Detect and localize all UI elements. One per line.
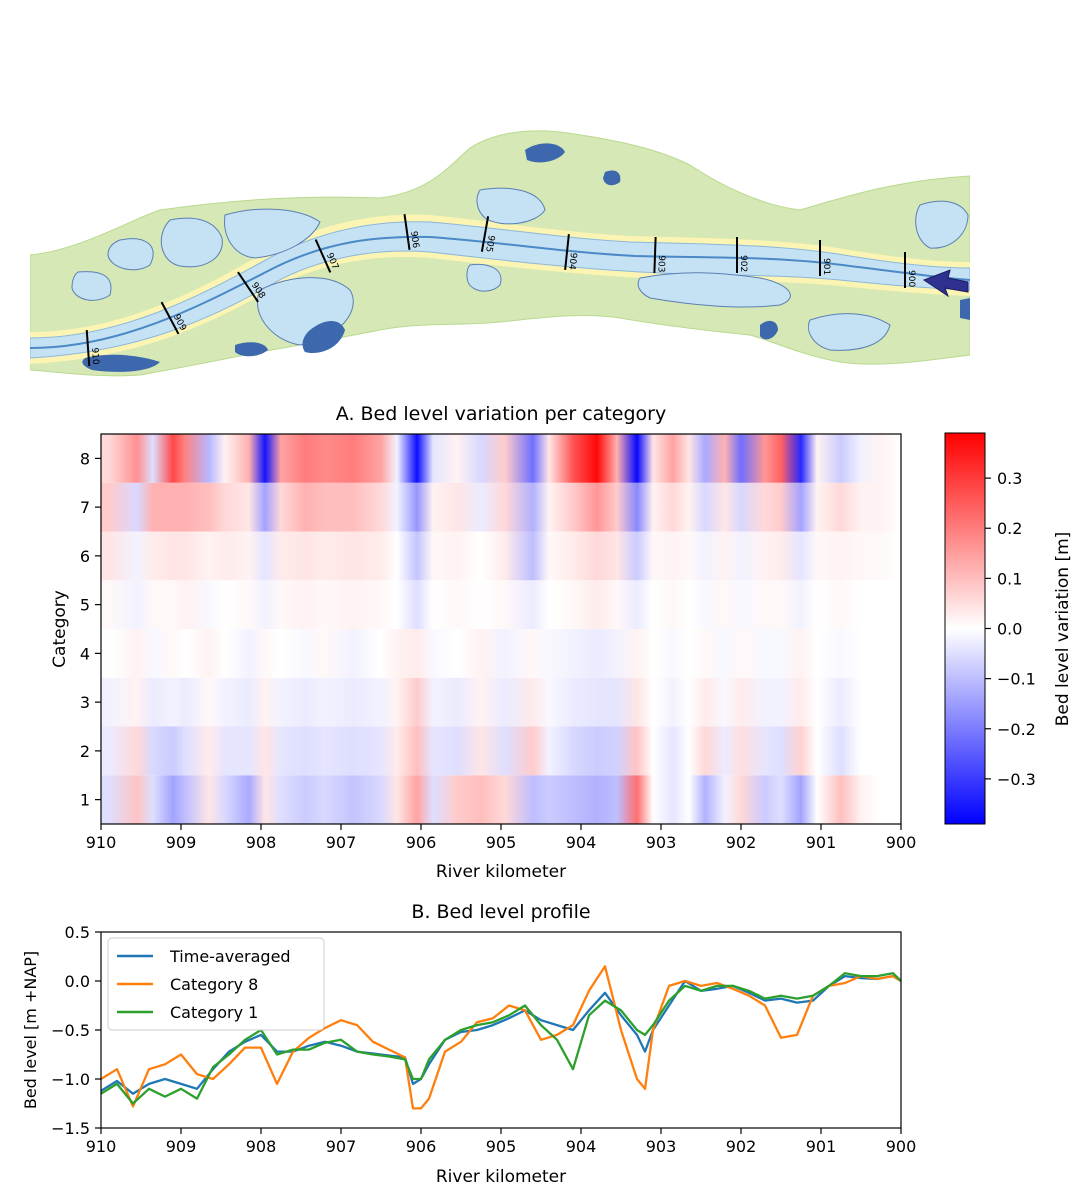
colorbar [944,432,986,825]
km-marker-902: 902 [736,237,748,273]
x-tick-label: 909 [166,1137,197,1156]
y-tick-label: 4 [80,644,90,663]
km-marker-label: 902 [738,255,748,272]
deep-water [82,143,970,372]
x-tick-label: 907 [326,833,357,852]
heatmap-cells [101,434,901,824]
x-tick-label: 902 [726,1137,757,1156]
y-tick-label: 2 [80,742,90,761]
colorbar-tick-label: 0.0 [997,620,1022,639]
colorbar-tick-label: −0.3 [997,770,1036,789]
lakes [71,187,969,351]
heatmap-panel: A. Bed level variation per category 910 9… [50,403,1073,882]
y-tick-label: 0.0 [65,972,90,991]
x-tick-label: 910 [86,833,117,852]
y-tick-label: −0.5 [51,1021,90,1040]
km-marker-label: 910 [89,347,100,365]
profile-x-ticks: 910 909 908 907 906 905 904 903 902 901 900 [86,1128,917,1156]
km-marker-907: 907 [314,239,340,273]
heatmap-row-category-7 [101,482,901,532]
km-marker-label: 901 [821,258,831,275]
x-tick-label: 910 [86,1137,117,1156]
heatmap-y-label: Category [50,590,70,668]
km-marker-label: 905 [483,234,496,253]
x-tick-label: 903 [646,1137,677,1156]
legend-label: Time-averaged [169,947,291,966]
colorbar-tick-label: 0.2 [997,519,1022,538]
x-tick-label: 905 [486,833,517,852]
heatmap-row-category-2 [101,726,901,776]
km-marker-906: 906 [403,214,420,250]
y-tick-label: 8 [80,449,90,468]
profile-y-ticks: 0.5 0.0 −0.5 −1.0 −1.5 [51,923,101,1138]
heatmap-x-ticks: 910 909 908 907 906 905 904 903 902 901 900 [86,824,917,852]
heatmap-row-category-8 [101,434,901,483]
x-tick-label: 904 [566,1137,597,1156]
km-marker-label: 906 [408,230,420,249]
x-tick-label: 906 [406,1137,437,1156]
km-marker-900: 900 [904,252,916,288]
km-marker-905: 905 [480,216,496,253]
x-tick-label: 900 [886,833,917,852]
km-marker-904: 904 [564,233,578,271]
y-tick-label: −1.0 [51,1070,90,1089]
heatmap-x-label: River kilometer [436,862,566,882]
profile-lines [101,965,901,1110]
flow-direction-arrow [922,269,969,298]
km-marker-901: 901 [819,240,831,276]
profile-panel: B. Bed level profile 910 909 908 907 906 905 9… [21,901,916,1187]
y-tick-label: 6 [80,547,90,566]
y-tick-label: 5 [80,596,90,615]
profile-x-label: River kilometer [436,1167,566,1187]
legend-box [107,937,325,1031]
colorbar-tick-label: 0.1 [997,569,1022,588]
heatmap-row-category-3 [101,677,901,727]
x-tick-label: 908 [246,1137,277,1156]
colorbar-tick-label: −0.1 [997,670,1036,689]
heatmap-row-category-1 [101,775,901,824]
profile-title: B. Bed level profile [411,901,590,923]
y-tick-label: 0.5 [65,923,90,942]
y-tick-label: 3 [80,693,90,712]
colorbar-label: Bed level variation [m] [1053,532,1073,727]
x-tick-label: 906 [406,833,437,852]
colorbar-tick-label: −0.2 [997,720,1036,739]
legend-label: Category 8 [170,975,258,994]
x-tick-label: 902 [726,833,757,852]
km-marker-910: 910 [85,329,100,367]
x-tick-label: 905 [486,1137,517,1156]
km-marker-903: 903 [653,236,666,274]
heatmap-title: A. Bed level variation per category [336,403,666,425]
y-tick-label: 1 [80,791,90,810]
km-marker-label: 904 [566,252,578,270]
legend-label: Category 1 [170,1003,258,1022]
km-marker-label: 903 [655,255,666,273]
colorbar-ticks: 0.3 0.2 0.1 0.0 −0.1 −0.2 −0.3 [985,469,1036,789]
x-tick-label: 901 [806,1137,837,1156]
x-tick-label: 907 [326,1137,357,1156]
river-water [30,221,970,359]
x-tick-label: 901 [806,833,837,852]
x-tick-label: 904 [566,833,597,852]
km-marker-label: 900 [906,270,916,287]
series-line-category-8 [101,965,901,1110]
x-tick-label: 900 [886,1137,917,1156]
x-tick-label: 909 [166,833,197,852]
colorbar-tick-label: 0.3 [997,469,1022,488]
heatmap-y-ticks: 1 2 3 4 5 6 7 8 [80,449,101,810]
x-tick-label: 903 [646,833,677,852]
heatmap-row-category-6 [101,531,901,581]
series-line-category-1 [101,972,901,1105]
y-tick-label: −1.5 [51,1119,90,1138]
profile-legend: Time-averaged Category 8 Category 1 [107,937,325,1031]
main-channel-line [30,235,970,349]
y-tick-label: 7 [80,498,90,517]
heatmap-row-category-5 [101,580,901,629]
heatmap-row-category-4 [101,629,901,678]
x-tick-label: 908 [246,833,277,852]
profile-y-label: Bed level [m +NAP] [21,951,40,1109]
